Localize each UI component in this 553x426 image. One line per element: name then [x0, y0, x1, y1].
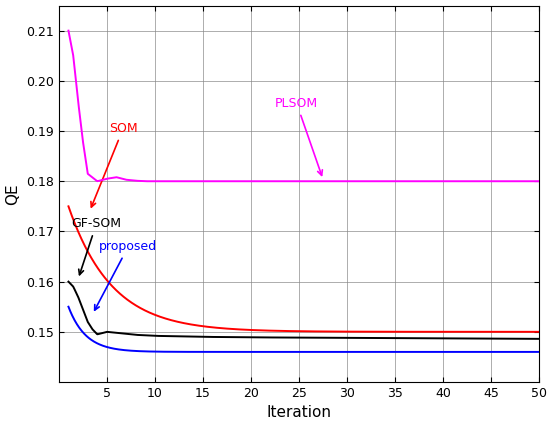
X-axis label: Iteration: Iteration — [267, 406, 332, 420]
Text: GF-SOM: GF-SOM — [71, 217, 121, 275]
Y-axis label: QE: QE — [6, 183, 20, 204]
Text: SOM: SOM — [91, 122, 138, 207]
Text: PLSOM: PLSOM — [275, 97, 322, 176]
Text: proposed: proposed — [95, 240, 158, 310]
